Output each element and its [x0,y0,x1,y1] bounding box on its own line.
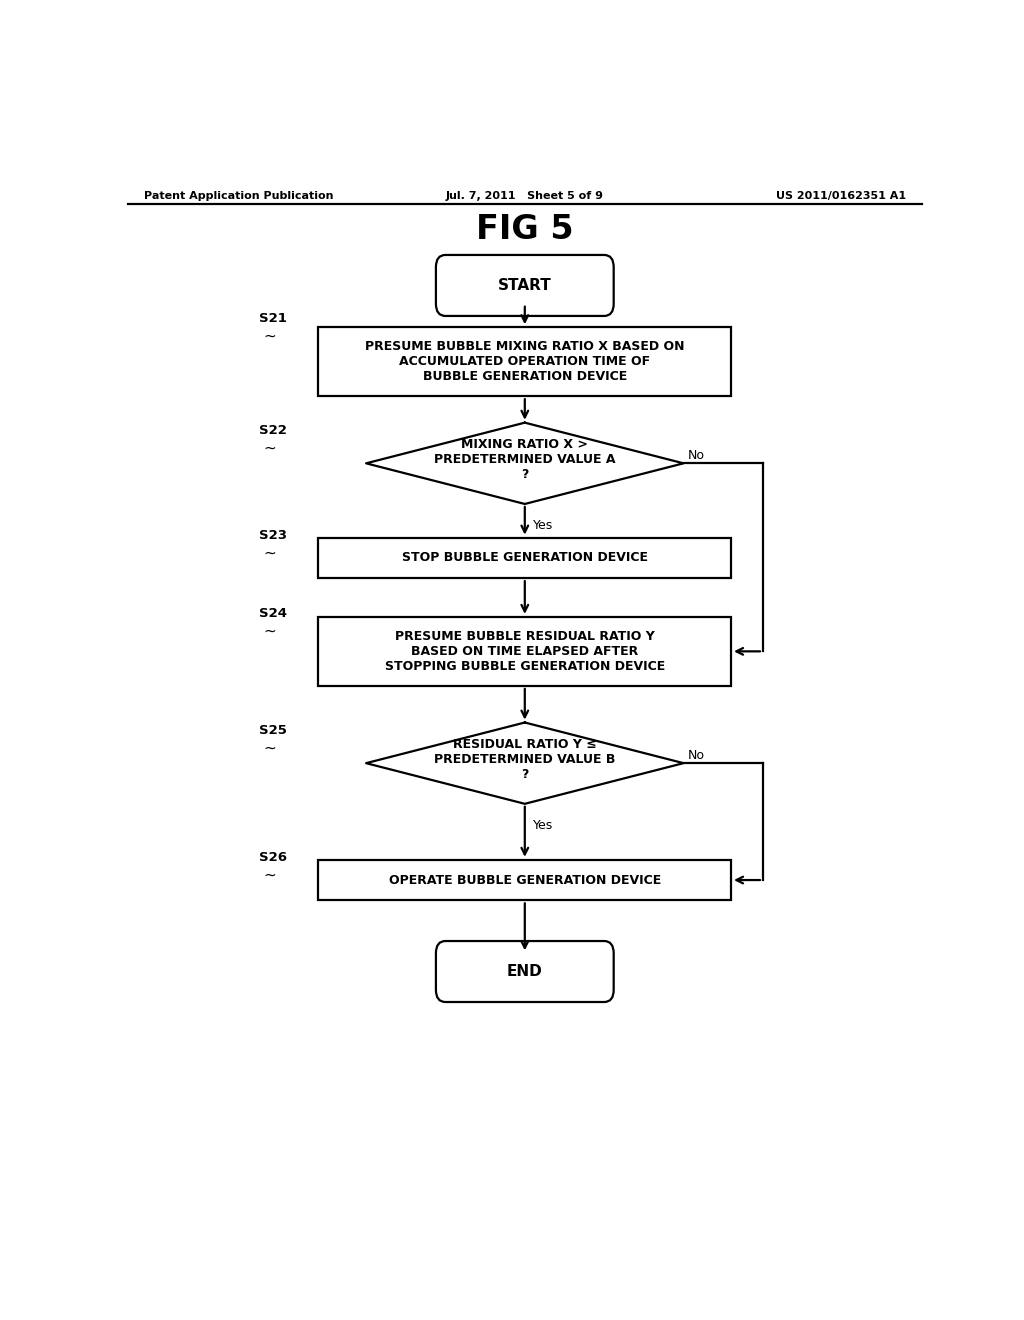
Text: No: No [687,748,705,762]
Text: Patent Application Publication: Patent Application Publication [143,191,334,201]
Text: START: START [498,279,552,293]
Text: S21: S21 [259,313,287,326]
Text: ~: ~ [263,441,275,455]
Text: S25: S25 [259,725,287,737]
Text: S23: S23 [259,529,287,543]
Text: ~: ~ [263,545,275,560]
Text: S24: S24 [259,607,287,620]
Text: PRESUME BUBBLE MIXING RATIO X BASED ON
ACCUMULATED OPERATION TIME OF
BUBBLE GENE: PRESUME BUBBLE MIXING RATIO X BASED ON A… [365,341,685,383]
Bar [318,616,731,686]
Text: ~: ~ [263,741,275,755]
Text: RESIDUAL RATIO Y ≤
PREDETERMINED VALUE B
?: RESIDUAL RATIO Y ≤ PREDETERMINED VALUE B… [434,738,615,780]
Text: ~: ~ [263,329,275,343]
FancyBboxPatch shape [436,941,613,1002]
Text: MIXING RATIO X >
PREDETERMINED VALUE A
?: MIXING RATIO X > PREDETERMINED VALUE A ? [434,438,615,480]
Text: STOP BUBBLE GENERATION DEVICE: STOP BUBBLE GENERATION DEVICE [401,552,648,565]
Bar [318,327,731,396]
FancyBboxPatch shape [436,255,613,315]
Text: OPERATE BUBBLE GENERATION DEVICE: OPERATE BUBBLE GENERATION DEVICE [389,874,660,887]
Text: ~: ~ [263,867,275,883]
Text: No: No [687,449,705,462]
Text: ~: ~ [263,623,275,639]
Text: S22: S22 [259,424,287,437]
Text: END: END [507,964,543,979]
Text: Yes: Yes [532,818,553,832]
Bar [318,537,731,578]
Text: FIG 5: FIG 5 [476,213,573,246]
Text: Jul. 7, 2011   Sheet 5 of 9: Jul. 7, 2011 Sheet 5 of 9 [445,191,604,201]
Bar [318,859,731,900]
Text: Yes: Yes [532,519,553,532]
Text: US 2011/0162351 A1: US 2011/0162351 A1 [775,191,905,201]
Text: S26: S26 [259,851,287,865]
Text: PRESUME BUBBLE RESIDUAL RATIO Y
BASED ON TIME ELAPSED AFTER
STOPPING BUBBLE GENE: PRESUME BUBBLE RESIDUAL RATIO Y BASED ON… [385,630,665,673]
